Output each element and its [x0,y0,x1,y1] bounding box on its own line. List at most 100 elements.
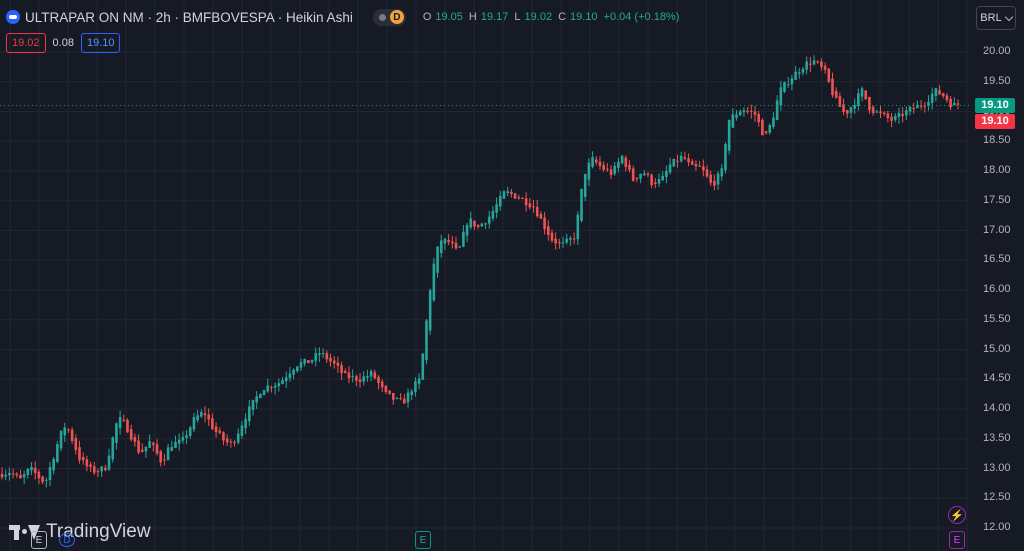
candle-body [384,385,388,392]
chart-area[interactable] [0,0,970,551]
candle-body [905,110,908,116]
dividend-badge[interactable]: D [372,8,406,26]
candle-body [517,197,521,199]
candle-body [506,191,509,194]
candle-body [690,161,694,165]
spread-value: 0.08 [52,37,74,49]
candle-body [499,195,502,207]
candle-body [635,177,639,179]
symbol-logo-icon[interactable] [6,10,20,24]
candle-body [864,90,868,100]
candle-body [683,157,687,159]
candle-body [259,394,262,398]
candle-body [886,113,890,119]
candle-body [845,110,849,114]
currency-selector[interactable]: BRL [976,6,1016,30]
candle-body [129,429,133,440]
candle-body [436,246,439,273]
candle-body [524,198,528,206]
legend-header: ULTRAPAR ON NM · 2h · BMFBOVESPA · Heiki… [6,7,681,27]
candle-body [177,439,181,444]
candle-body [934,88,938,97]
high-value: 19.17 [480,11,509,23]
symbol-title[interactable]: ULTRAPAR ON NM · 2h · BMFBOVESPA · Heiki… [25,9,353,25]
candle-body [820,61,823,68]
candle-body [225,438,229,443]
dividend-marker[interactable]: D [59,533,75,547]
candle-body [890,116,893,121]
earnings-marker-upcoming[interactable]: E [949,531,965,549]
candle-body [727,119,731,151]
candle-body [236,433,240,443]
candle-body [620,155,624,164]
candle-body [609,169,613,176]
candle-body [432,263,436,301]
candle-body [816,61,820,63]
candle-body [0,473,4,478]
candle-body [779,87,783,106]
candle-body [875,111,879,113]
candle-body [724,143,727,171]
candle-body [550,232,554,241]
candle-body [56,444,59,462]
candle-body [912,108,916,110]
candle-body [248,406,251,422]
candle-body [41,476,44,483]
candle-body [539,213,543,219]
low-value: 19.02 [524,11,553,23]
candle-body [827,68,831,82]
candle-body [377,376,380,384]
candle-body [439,240,443,254]
candle-body [639,174,642,179]
high-label: H [468,11,477,23]
candle-body [480,223,484,227]
candle-body [133,437,137,442]
candle-body [834,91,838,98]
earnings-marker-2[interactable]: E [415,531,431,549]
candle-body [672,158,676,167]
sell-button[interactable]: 19.02 [6,33,46,53]
candle-body [251,399,255,411]
candle-body [244,418,247,429]
close-value: 19.10 [570,11,598,23]
candle-body [809,63,812,65]
candle-body [410,391,414,395]
candle-body [893,115,897,120]
candle-body [70,429,74,442]
chevron-down-icon [1004,12,1013,21]
candle-body [838,96,842,108]
candle-body [122,419,126,421]
candle-body [801,68,805,73]
candle-body [831,78,834,96]
candle-body [391,392,395,400]
flash-icon[interactable]: ⚡ [948,506,966,524]
low-label: L [514,11,521,23]
earnings-marker-1[interactable]: E [31,531,47,549]
bid-price-tag: 19.10 [975,113,1015,129]
price-axis-tick: 20.00 [983,45,1011,57]
candle-body [598,161,602,166]
candle-body [860,88,864,97]
candle-body [642,173,646,176]
candle-body [698,165,701,167]
candle-body [535,206,539,217]
candle-body [908,106,912,112]
candle-body [709,174,712,183]
candle-body [399,397,402,399]
candle-body [292,369,295,375]
candle-body [794,71,797,80]
open-value: 19.05 [435,11,463,23]
candle-body [753,111,757,115]
ohlc-values: O 19.05 H 19.17 L 19.02 C 19.10 +0.04 (+0.18… [423,11,682,23]
price-axis-tick: 13.50 [983,431,1011,444]
candle-body [454,242,458,249]
candle-body [476,225,480,227]
candle-body [111,437,115,460]
candle-body [513,193,517,199]
price-axis-tick: 13.00 [983,461,1011,474]
price-axis-tick: 15.50 [983,312,1011,325]
candle-body [580,188,583,221]
buy-button[interactable]: 19.10 [80,33,121,53]
candle-body [214,426,218,433]
